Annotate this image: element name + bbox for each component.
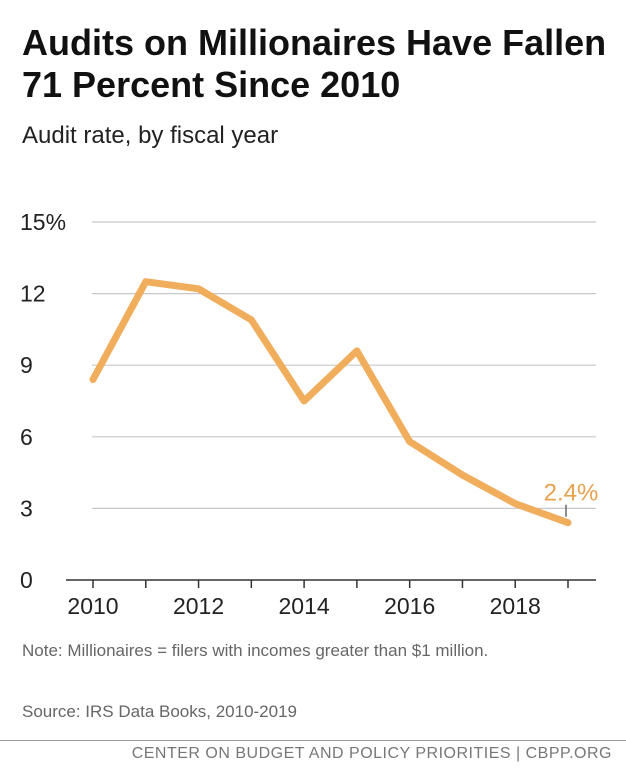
y-tick-label: 3 <box>20 495 33 521</box>
chart-subtitle: Audit rate, by fiscal year <box>22 122 279 149</box>
y-tick-label: 6 <box>20 424 33 450</box>
x-tick-label: 2018 <box>490 593 541 619</box>
footer-divider <box>0 740 626 741</box>
y-tick-label: 12 <box>20 281 46 307</box>
y-tick-label: 0 <box>20 567 33 593</box>
chart-source: Source: IRS Data Books, 2010-2019 <box>22 702 297 721</box>
x-tick-label: 2012 <box>173 593 224 619</box>
chart-title: Audits on Millionaires Have Fallen 71 Pe… <box>22 22 607 105</box>
audit-rate-series-line <box>89 278 572 527</box>
x-tick-label: 2010 <box>67 593 118 619</box>
chart-note: Note: Millionaires = filers with incomes… <box>22 641 489 660</box>
audit-rate-line-chart: 0 3 6 9 12 15% 2010 2012 2014 2016 2018 2.4% <box>20 209 599 619</box>
footer-credit: CENTER ON BUDGET AND POLICY PRIORITIES |… <box>131 745 612 762</box>
y-tick-label: 9 <box>20 352 33 378</box>
end-value-label: 2.4% <box>544 480 599 507</box>
x-tick-label: 2016 <box>384 593 435 619</box>
y-tick-label: 15% <box>20 209 66 235</box>
x-tick-label: 2014 <box>279 593 330 619</box>
